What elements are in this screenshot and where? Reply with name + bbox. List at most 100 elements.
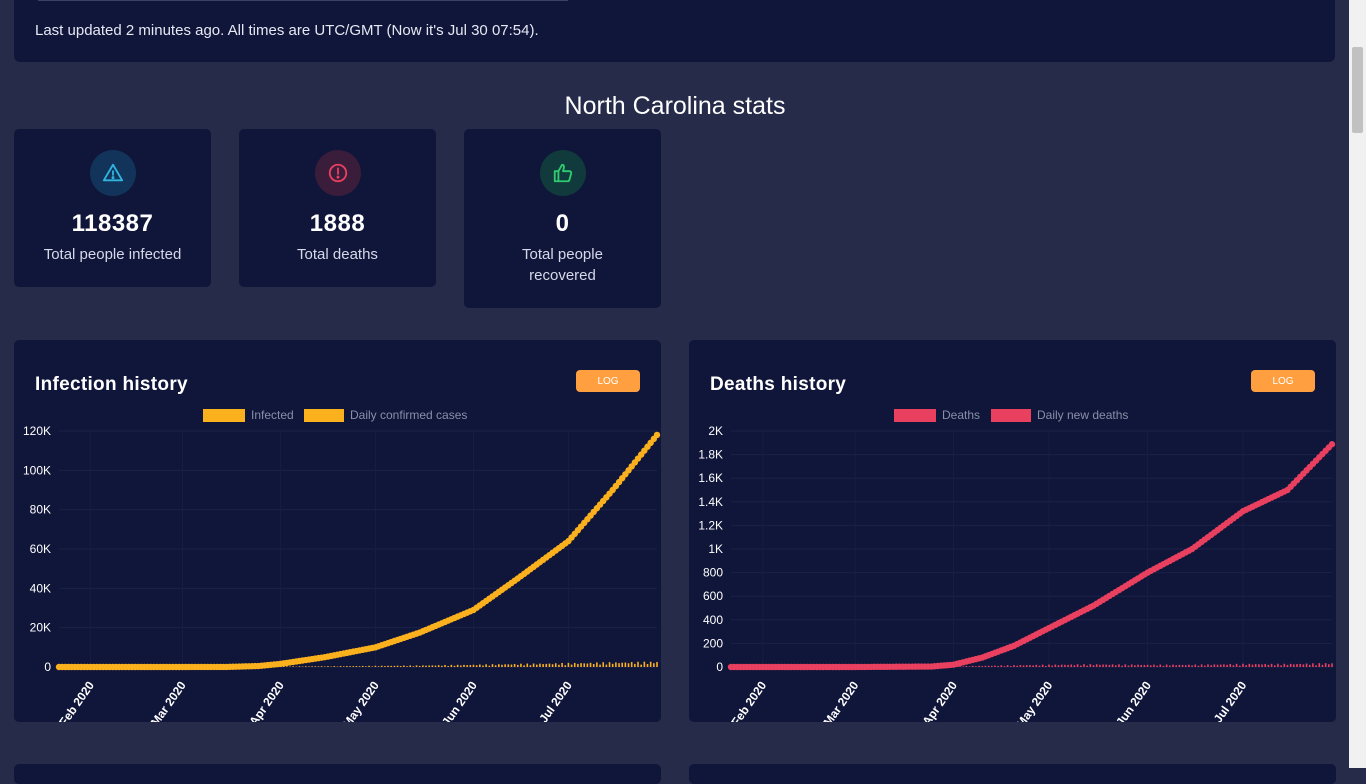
daily-bar — [637, 662, 639, 667]
daily-bar — [466, 665, 468, 667]
daily-bar — [1074, 665, 1076, 667]
stat-card-recovered: 0 Total people recovered — [464, 129, 661, 308]
daily-bar — [318, 666, 320, 667]
daily-bar — [1249, 664, 1251, 667]
daily-bar — [473, 665, 475, 667]
daily-bar — [378, 666, 380, 667]
daily-bar — [997, 666, 999, 667]
daily-bar — [390, 666, 392, 667]
x-tick-label: Feb 2020 — [728, 678, 769, 722]
daily-bar — [609, 662, 611, 667]
daily-bar — [587, 664, 589, 667]
daily-bar — [1198, 666, 1200, 667]
daily-bar — [1007, 665, 1009, 667]
x-tick-label: Mar 2020 — [148, 678, 189, 722]
y-tick-label: 1.8K — [698, 448, 723, 462]
y-tick-label: 0 — [44, 660, 51, 674]
daily-bar — [1010, 666, 1012, 667]
daily-bar — [428, 665, 430, 667]
x-tick-label: Apr 2020 — [246, 678, 287, 722]
y-tick-label: 1.4K — [698, 495, 723, 509]
daily-bar — [1140, 665, 1142, 667]
daily-bar — [511, 665, 513, 667]
daily-bar — [425, 666, 427, 667]
daily-bar — [533, 664, 535, 667]
daily-bar — [1290, 664, 1292, 667]
daily-bar — [1067, 665, 1069, 667]
daily-bar — [1137, 665, 1139, 667]
daily-bar — [1280, 665, 1282, 667]
daily-bar — [536, 665, 538, 667]
daily-bar — [549, 664, 551, 667]
scrollbar-thumb[interactable] — [1352, 47, 1363, 133]
daily-bar — [1175, 665, 1177, 667]
daily-bar — [441, 666, 443, 667]
page-scrollbar[interactable] — [1349, 0, 1366, 768]
daily-bar — [1153, 665, 1155, 667]
daily-bar — [1179, 665, 1181, 667]
daily-bar — [1318, 663, 1320, 667]
daily-bar — [647, 664, 649, 667]
daily-bar — [555, 663, 557, 667]
daily-bar — [463, 665, 465, 667]
daily-bar — [435, 666, 437, 667]
daily-bar — [988, 666, 990, 667]
y-tick-label: 1K — [708, 542, 723, 556]
daily-bar — [327, 666, 329, 667]
daily-bar — [1099, 665, 1101, 667]
daily-bar — [1048, 665, 1050, 667]
daily-bar — [1039, 666, 1041, 667]
x-tick-label: May 2020 — [340, 678, 382, 722]
y-tick-label: 120K — [23, 424, 51, 438]
daily-bar — [324, 666, 326, 667]
daily-bar — [966, 666, 968, 667]
daily-bar — [292, 666, 294, 667]
daily-bar — [432, 665, 434, 667]
daily-bar — [1159, 665, 1161, 667]
daily-bar — [1058, 665, 1060, 667]
daily-bar — [972, 666, 974, 667]
daily-bar — [1166, 665, 1168, 667]
daily-bar — [1264, 664, 1266, 667]
daily-bar — [520, 664, 522, 667]
daily-bar — [397, 666, 399, 667]
x-tick-label: Mar 2020 — [821, 678, 862, 722]
daily-bar — [612, 664, 614, 667]
daily-bar — [606, 665, 608, 667]
daily-bar — [359, 666, 361, 667]
daily-bar — [561, 663, 563, 667]
daily-bar — [1090, 664, 1092, 667]
daily-bar — [1287, 665, 1289, 667]
daily-bar — [1045, 666, 1047, 667]
daily-bar — [1147, 665, 1149, 667]
daily-bar — [356, 666, 358, 667]
daily-bar — [653, 663, 655, 667]
daily-bar — [1125, 664, 1127, 667]
daily-bar — [593, 664, 595, 667]
daily-bar — [444, 665, 446, 667]
daily-bar — [492, 664, 494, 667]
daily-bar — [634, 664, 636, 667]
daily-bar — [1309, 665, 1311, 667]
series-line — [59, 435, 657, 667]
daily-bar — [1000, 665, 1002, 667]
daily-bar — [978, 666, 980, 667]
daily-bar — [1004, 666, 1006, 667]
y-tick-label: 80K — [30, 503, 51, 517]
daily-bar — [365, 666, 367, 667]
warning-triangle-icon — [90, 150, 136, 196]
x-tick-label: Apr 2020 — [919, 678, 960, 722]
daily-bar — [580, 663, 582, 667]
daily-bar — [1105, 665, 1107, 667]
daily-bar — [1029, 665, 1031, 667]
daily-bar — [501, 665, 503, 667]
daily-bar — [583, 663, 585, 667]
daily-bar — [1144, 665, 1146, 667]
daily-bar — [403, 666, 405, 667]
daily-bar — [1226, 665, 1228, 667]
y-tick-label: 800 — [703, 566, 723, 580]
daily-bar — [1055, 665, 1057, 667]
